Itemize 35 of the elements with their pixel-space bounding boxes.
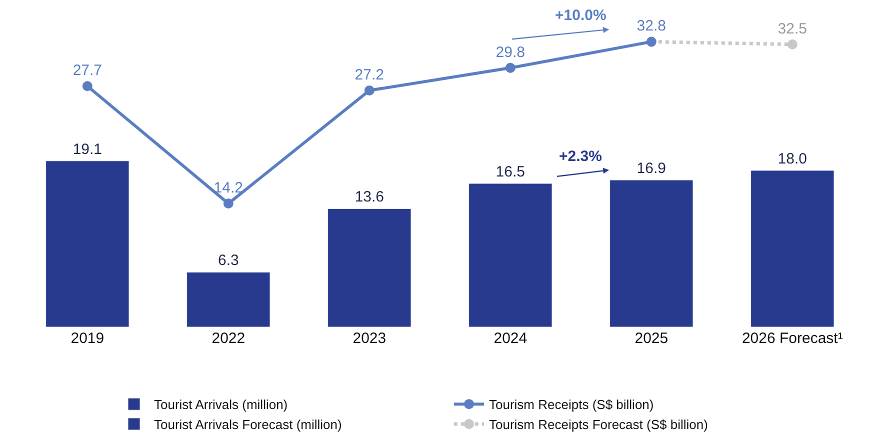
data-label: 29.8 [496, 44, 526, 61]
data-label: 32.8 [636, 18, 666, 35]
data-label: 16.9 [636, 160, 666, 178]
legend-label: Tourist Arrivals (million) [154, 397, 288, 412]
data-label: 19.1 [72, 140, 102, 158]
legend-label: Tourism Receipts (S$ billion) [489, 397, 654, 412]
x-tick-label: 2024 [494, 330, 528, 347]
legend-label: Tourist Arrivals Forecast (million) [154, 417, 342, 432]
point [82, 81, 92, 92]
data-label: 27.2 [354, 66, 384, 84]
x-tick-label: 2026 Forecast¹ [742, 330, 843, 347]
point [364, 85, 374, 96]
annotation: +10.0% [555, 7, 606, 24]
bar [46, 160, 130, 327]
point [223, 198, 234, 209]
data-label: 6.3 [218, 252, 239, 270]
data-label: 16.5 [496, 164, 526, 180]
x-tick-label: 2022 [212, 330, 246, 347]
annotation: +2.3% [559, 148, 602, 165]
data-label: 18.0 [778, 150, 808, 168]
point [787, 39, 798, 50]
bar [328, 208, 412, 327]
point [505, 62, 516, 73]
bar [186, 272, 270, 327]
data-label: 32.5 [778, 20, 807, 38]
legend-label: Tourism Receipts Forecast (S$ billion) [489, 417, 708, 432]
x-tick-label: 2019 [70, 330, 104, 347]
data-label: 14.2 [214, 180, 244, 197]
bar [468, 183, 552, 327]
bar [610, 180, 694, 327]
data-label: 27.7 [72, 62, 102, 80]
x-tick-label: 2023 [352, 330, 386, 347]
x-tick-label: 2025 [634, 330, 668, 347]
data-label: 13.6 [354, 188, 384, 206]
bar [750, 170, 834, 327]
